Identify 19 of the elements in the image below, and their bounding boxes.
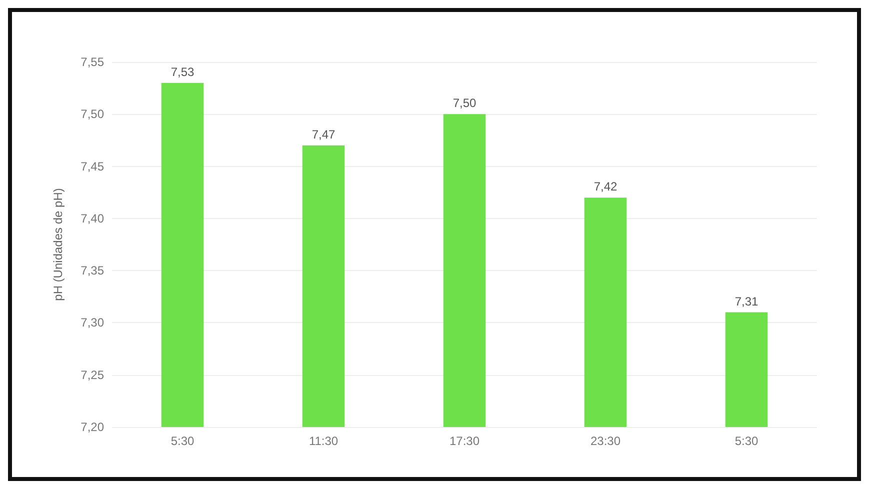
y-tick-label: 7,55 <box>80 55 104 69</box>
y-tick-label: 7,35 <box>80 264 104 278</box>
y-tick-label: 7,50 <box>80 107 104 122</box>
x-tick-label: 5:30 <box>170 434 194 448</box>
data-label: 7,53 <box>170 64 194 79</box>
x-tick-label: 17:30 <box>449 434 480 448</box>
data-label: 7,47 <box>312 127 336 142</box>
y-tick-label: 7,40 <box>80 211 104 226</box>
x-tick-label: 11:30 <box>308 434 338 448</box>
x-tick-label: 23:30 <box>590 434 621 448</box>
data-label: 7,50 <box>452 96 476 110</box>
y-tick-label: 7,30 <box>80 316 104 330</box>
x-tick-label: 5:30 <box>734 434 758 448</box>
data-label: 7,31 <box>734 294 758 308</box>
y-axis-title: pH (Unidades de pH) <box>51 188 65 301</box>
y-tick-label: 7,45 <box>80 159 104 174</box>
y-tick-label: 7,20 <box>80 420 104 434</box>
data-label: 7,42 <box>594 180 618 194</box>
y-tick-label: 7,25 <box>80 368 104 382</box>
